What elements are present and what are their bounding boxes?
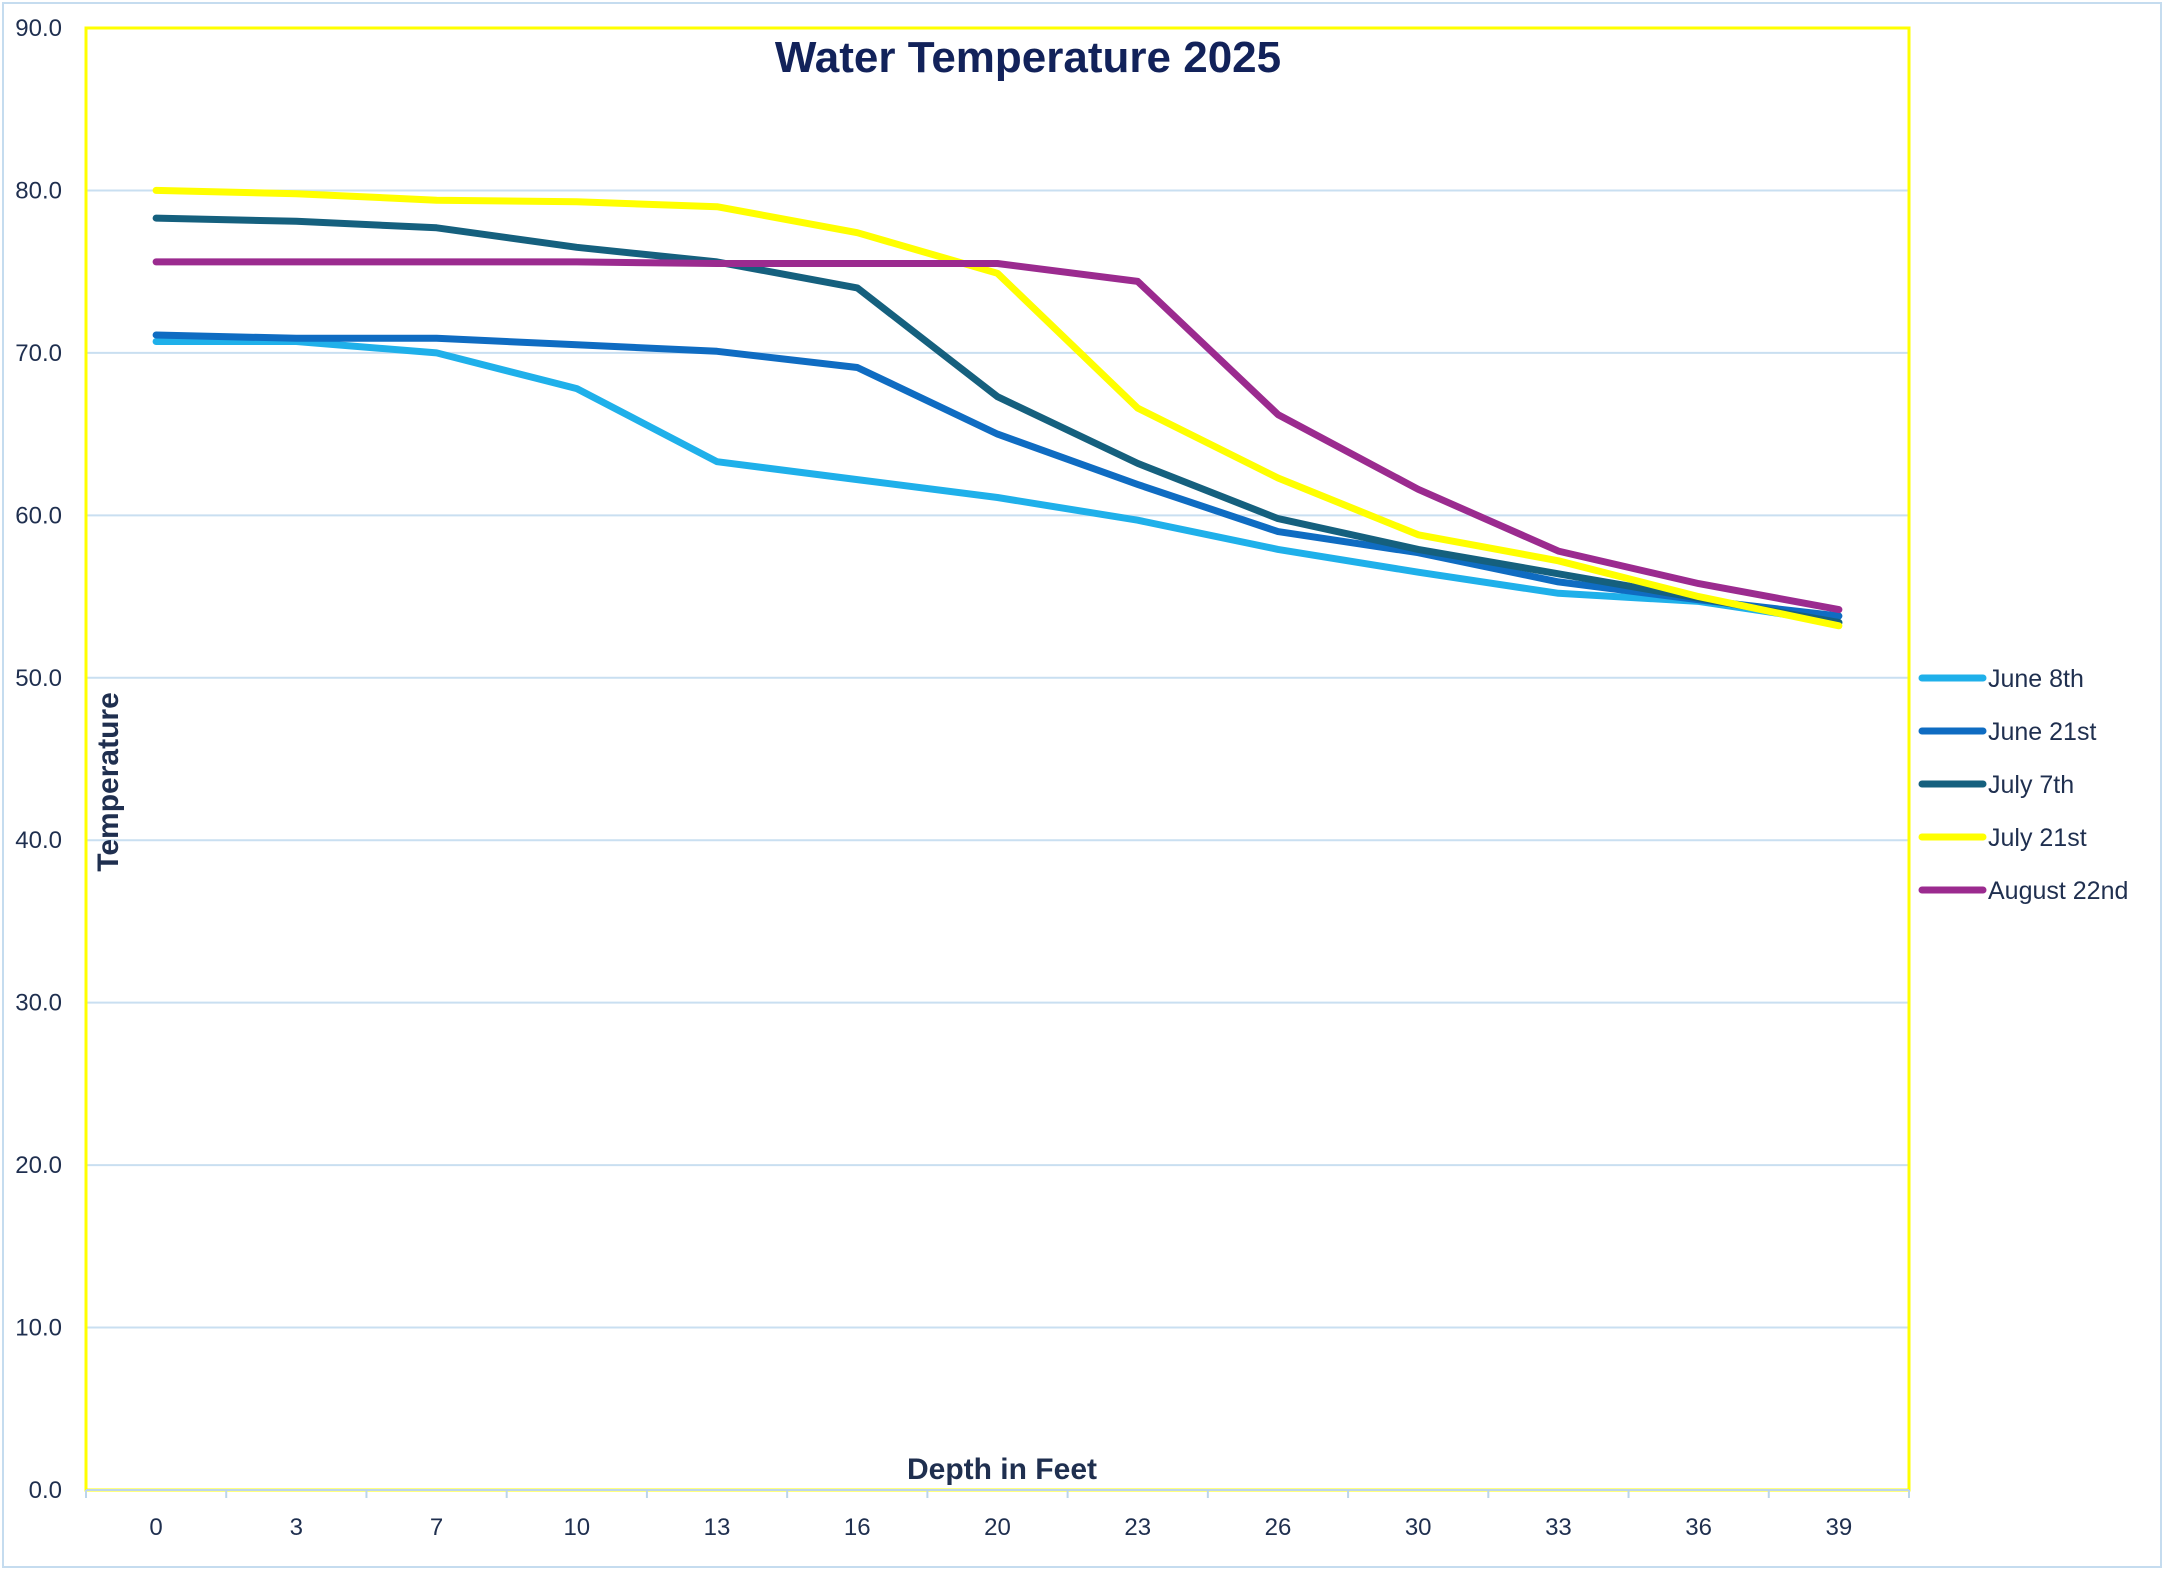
y-tick-label: 20.0 [15,1152,62,1179]
y-axis-tick-labels: 0.0 10.0 20.0 30.0 40.0 50.0 60.0 70.0 80.0 90.0 [15,15,62,1504]
legend-label: July 21st [1988,824,2087,852]
x-axis-title: Depth in Feet [907,1453,1097,1486]
legend-item-june-8th: June 8th [1918,665,2084,693]
x-tick-label: 10 [563,1514,590,1541]
plot-area-border [84,26,1911,1492]
x-tick-label: 30 [1405,1514,1432,1541]
x-axis-tick-labels: 0 3 7 10 13 16 20 23 26 30 33 36 39 [149,1514,1852,1541]
y-tick-label: 30.0 [15,990,62,1017]
legend-label: June 8th [1988,665,2084,693]
y-tick-label: 60.0 [15,502,62,529]
y-tick-label: 0.0 [29,1477,62,1504]
x-tick-label: 3 [290,1514,303,1541]
series-line-august-22nd [152,258,1843,614]
legend-label: July 7th [1988,771,2074,799]
y-tick-label: 80.0 [15,177,62,204]
x-tick-label: 36 [1685,1514,1712,1541]
chart-title: Water Temperature 2025 [775,33,1281,82]
legend-label: June 21st [1988,718,2096,746]
legend-item-june-21st: June 21st [1918,718,2096,746]
x-tick-label: 13 [704,1514,731,1541]
x-tick-label: 16 [844,1514,871,1541]
legend-item-july-7th: July 7th [1918,771,2074,799]
x-tick-label: 39 [1826,1514,1853,1541]
x-tick-label: 0 [149,1514,162,1541]
y-tick-label: 70.0 [15,340,62,367]
series-lines [152,186,1843,630]
x-tick-label: 33 [1545,1514,1572,1541]
x-axis-ticks [85,1490,1910,1498]
x-tick-label: 26 [1265,1514,1292,1541]
y-tick-label: 50.0 [15,665,62,692]
x-tick-label: 23 [1124,1514,1151,1541]
series-line-july-7th [152,214,1843,626]
legend-item-august-22nd: August 22nd [1918,877,2128,905]
y-axis-title: Temperature [92,692,125,872]
legend-item-july-21st: July 21st [1918,824,2087,852]
x-tick-label: 20 [984,1514,1011,1541]
y-tick-label: 90.0 [15,15,62,42]
legend-label: August 22nd [1988,877,2128,905]
y-tick-label: 40.0 [15,827,62,854]
legend: June 8th June 21st July 7th July 21st August… [1918,665,2128,905]
series-line-june-8th [152,338,1843,626]
series-line-june-21st [152,331,1843,620]
series-line-july-21st [152,186,1843,630]
x-tick-label: 7 [430,1514,443,1541]
y-tick-label: 10.0 [15,1315,62,1342]
